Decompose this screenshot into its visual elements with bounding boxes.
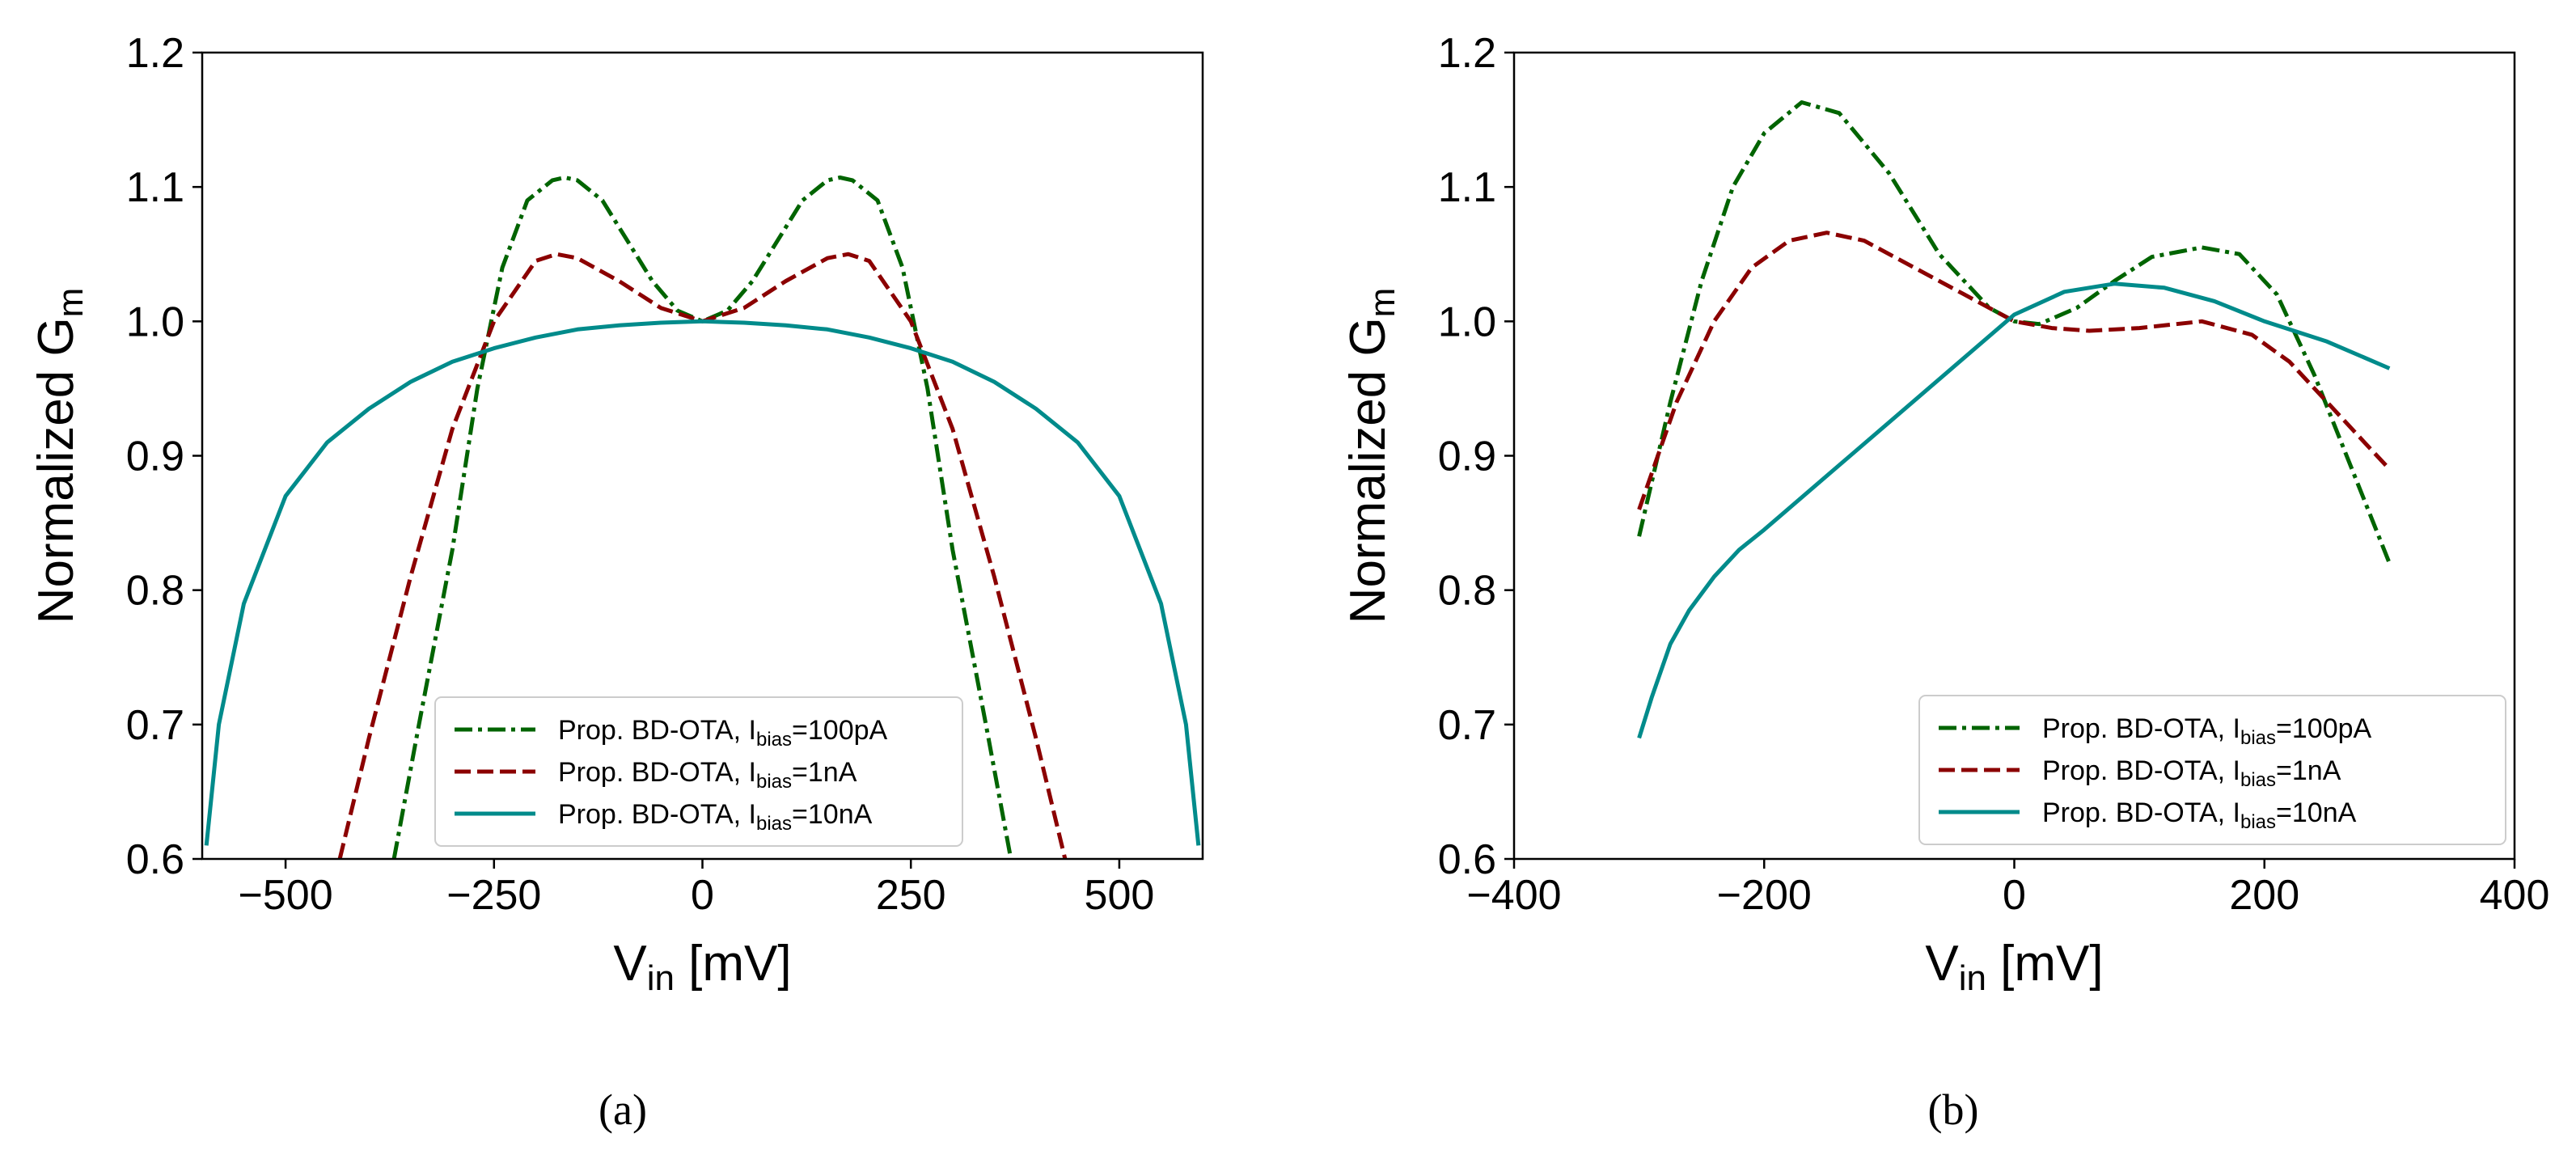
chart-panel-a: −500 −250 0 250 500 0.6 0.7 0.8 0.9 1.0 1.1 1.2 Vin … <box>28 30 1204 1134</box>
series-group <box>1637 100 2392 739</box>
legend-label-subscript: bias <box>2240 769 2276 791</box>
legend-label-prefix: Prop. BD-OTA, I <box>2042 797 2240 828</box>
y-axis-label-main: Normalized G <box>28 317 84 624</box>
y-tick-label: 0.8 <box>126 568 184 615</box>
y-tick-label: 0.9 <box>1438 434 1496 480</box>
legend-label-suffix: =1nA <box>792 757 857 788</box>
series-line-dashdot <box>1637 100 2392 565</box>
legend-label-subscript: bias <box>2240 811 2276 833</box>
series-line-solid <box>204 319 1201 846</box>
y-tick-label: 0.7 <box>126 702 184 749</box>
x-axis-label-subscript: in <box>1959 958 1986 998</box>
legend-label-subscript: bias <box>2240 727 2276 749</box>
x-axis-label-unit: [mV] <box>1986 936 2104 992</box>
y-tick-label: 0.9 <box>126 434 184 480</box>
x-tick-label: 250 <box>876 872 946 919</box>
y-tick-label: 0.7 <box>1438 702 1496 749</box>
x-axis-label-unit: [mV] <box>675 936 792 992</box>
x-tick-label: −400 <box>1466 872 1561 919</box>
x-tick-label: 0 <box>691 872 714 919</box>
y-tick-label: 1.2 <box>126 30 184 77</box>
y-tick-label: 1.1 <box>126 164 184 211</box>
y-axis-label-subscript: m <box>1363 288 1402 318</box>
legend-label-subscript: bias <box>756 729 792 751</box>
legend-label-prefix: Prop. BD-OTA, I <box>558 799 756 830</box>
x-axis-label-main: V <box>1925 936 1959 992</box>
x-tick-label: 200 <box>2229 872 2299 919</box>
y-tick-label: 1.2 <box>1438 30 1496 77</box>
y-tick-label: 0.6 <box>126 836 184 883</box>
legend-label-subscript: bias <box>756 813 792 835</box>
y-tick-label: 1.0 <box>1438 298 1496 345</box>
x-tick-label: 0 <box>2003 872 2026 919</box>
legend-label-suffix: =100pA <box>2276 713 2371 744</box>
legend-label-suffix: =10nA <box>2276 797 2357 828</box>
x-axis-label: Vin [mV] <box>1925 936 2103 998</box>
subfigure-caption: (a) <box>599 1085 647 1134</box>
x-tick-label: −200 <box>1717 872 1812 919</box>
legend-label-suffix: =1nA <box>2276 755 2341 786</box>
series-line-solid <box>1637 281 2391 739</box>
y-tick-label: 1.1 <box>1438 164 1496 211</box>
x-tick-label: −250 <box>446 872 541 919</box>
legend-label-suffix: =100pA <box>792 715 887 746</box>
y-tick-label: 0.8 <box>1438 568 1496 615</box>
legend-entry-label: Prop. BD-OTA, Ibias=10nA <box>2042 797 2357 833</box>
legend-label-prefix: Prop. BD-OTA, I <box>558 757 756 788</box>
series-line-dashed <box>1637 231 2392 510</box>
legend-entry-label: Prop. BD-OTA, Ibias=100pA <box>2042 713 2372 749</box>
x-tick-label: −500 <box>239 872 333 919</box>
x-tick-label: 500 <box>1085 872 1155 919</box>
x-tick-label: 400 <box>2480 872 2550 919</box>
legend-box <box>434 696 963 847</box>
y-tick-label: 1.0 <box>126 298 184 345</box>
legend-entry-label: Prop. BD-OTA, Ibias=1nA <box>2042 755 2341 791</box>
y-axis-label-main: Normalized G <box>1340 317 1396 624</box>
legend-label-prefix: Prop. BD-OTA, I <box>2042 713 2240 744</box>
x-axis-label-subscript: in <box>647 958 675 998</box>
legend-label-subscript: bias <box>756 771 792 793</box>
series-group <box>204 176 1201 859</box>
legend-label-prefix: Prop. BD-OTA, I <box>2042 755 2240 786</box>
legend-entry-label: Prop. BD-OTA, Ibias=10nA <box>558 799 873 835</box>
legend-entry-label: Prop. BD-OTA, Ibias=1nA <box>558 757 857 793</box>
legend-entry-label: Prop. BD-OTA, Ibias=100pA <box>558 715 888 751</box>
x-axis-label-main: V <box>613 936 647 992</box>
legend-label-suffix: =10nA <box>792 799 873 830</box>
legend-label-prefix: Prop. BD-OTA, I <box>558 715 756 746</box>
y-axis-label-subscript: m <box>51 288 91 318</box>
x-axis-label: Vin [mV] <box>613 936 791 998</box>
chart-panel-b: −400 −200 0 200 400 0.6 0.7 0.8 0.9 1.0 1.1 1.2 Vin … <box>1340 30 2549 1134</box>
subfigure-caption: (b) <box>1928 1085 1979 1134</box>
y-axis-label: Normalized Gm <box>1340 288 1402 624</box>
y-axis-label: Normalized Gm <box>28 288 91 624</box>
y-tick-label: 0.6 <box>1438 836 1496 883</box>
legend-box <box>1918 695 2506 845</box>
